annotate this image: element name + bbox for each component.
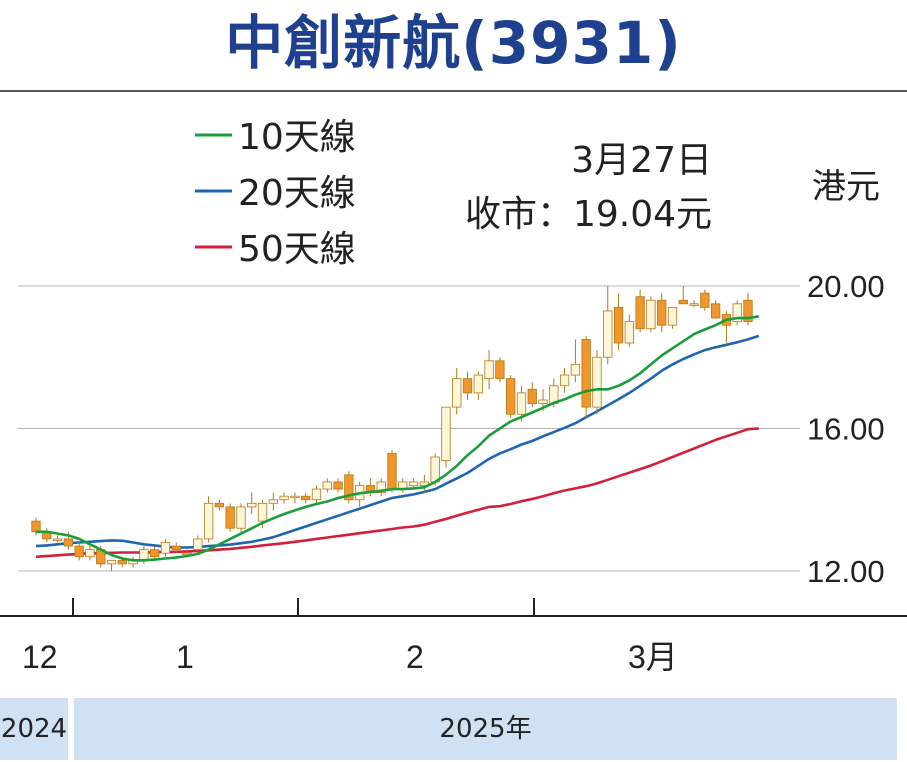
candle-body: [592, 356, 602, 408]
candle-body: [570, 363, 581, 376]
candle-body: [678, 299, 688, 305]
candle-body: [214, 502, 225, 508]
candle-body: [301, 495, 311, 501]
candle-body: [689, 303, 699, 306]
year-label-2025: 2025年: [74, 698, 897, 760]
candle-body: [506, 378, 516, 415]
legend-label: 20天線: [238, 173, 356, 214]
ma50-line: [35, 427, 759, 559]
candle-body: [139, 549, 149, 561]
candle-body: [710, 303, 721, 319]
legend-label: 10天線: [238, 117, 356, 158]
candle-body: [247, 502, 257, 508]
x-tick-label: 12: [22, 639, 58, 675]
candle-body: [31, 520, 41, 533]
candle-body: [63, 538, 74, 547]
candle-body: [613, 306, 624, 344]
legend-label: 50天線: [238, 229, 356, 270]
candle-body: [495, 360, 505, 380]
candle-body: [279, 495, 289, 501]
candle-body: [333, 481, 343, 490]
candle-body: [635, 296, 645, 330]
candle-body: [624, 321, 634, 344]
candle-body: [225, 506, 235, 529]
candle-body: [344, 474, 354, 501]
candle-body: [603, 310, 613, 358]
candle-body: [74, 545, 84, 558]
candle-body: [236, 506, 246, 529]
candle-body: [387, 453, 397, 490]
candle-body: [193, 538, 203, 551]
candle-body: [743, 299, 753, 323]
annotation-close: 收市：19.04元: [465, 194, 712, 235]
x-tick-label: 2: [406, 639, 424, 675]
candle-body: [376, 481, 386, 494]
candle-body: [473, 374, 483, 394]
candle-body: [452, 378, 462, 408]
candle-body: [657, 299, 667, 326]
candle-body: [538, 399, 548, 404]
year-label-2024: 2024: [0, 698, 68, 760]
candle-body: [257, 502, 268, 522]
candle-body: [150, 549, 160, 558]
candle-body: [203, 502, 214, 540]
candle-body: [559, 374, 570, 387]
candle-body: [408, 481, 419, 486]
ma10-line: [36, 315, 760, 562]
candle-body: [160, 542, 171, 554]
chart-title: 中創新航(3931): [225, 9, 682, 77]
candle-body: [462, 378, 473, 394]
candle-body: [117, 559, 127, 565]
ma20-line: [35, 334, 760, 549]
candle-body: [106, 559, 117, 565]
annotation-date: 3月27日: [571, 140, 712, 181]
y-tick-label: 16.00: [807, 412, 885, 447]
unit-label: 港元: [812, 167, 880, 207]
candle-body: [52, 538, 63, 541]
candle-body: [419, 481, 430, 486]
candle-body: [527, 388, 537, 404]
candle-body: [322, 481, 332, 490]
x-tick-label: 3月: [628, 639, 678, 675]
candle-body: [268, 499, 278, 504]
x-tick-label: 1: [176, 639, 194, 675]
candle-body: [171, 545, 181, 551]
y-tick-label: 20.00: [807, 269, 885, 304]
candle-body: [484, 360, 494, 380]
candle-body: [430, 456, 440, 483]
candle-body: [581, 339, 591, 408]
candle-body: [311, 488, 322, 501]
candle-body: [516, 392, 527, 415]
candle-body: [290, 495, 300, 499]
y-tick-label: 12.00: [807, 554, 885, 589]
candle-body: [667, 306, 678, 326]
candle-body: [646, 299, 656, 330]
candle-body: [441, 406, 451, 461]
candle-body: [732, 303, 742, 323]
candle-body: [85, 549, 95, 558]
candle-body: [700, 292, 710, 308]
